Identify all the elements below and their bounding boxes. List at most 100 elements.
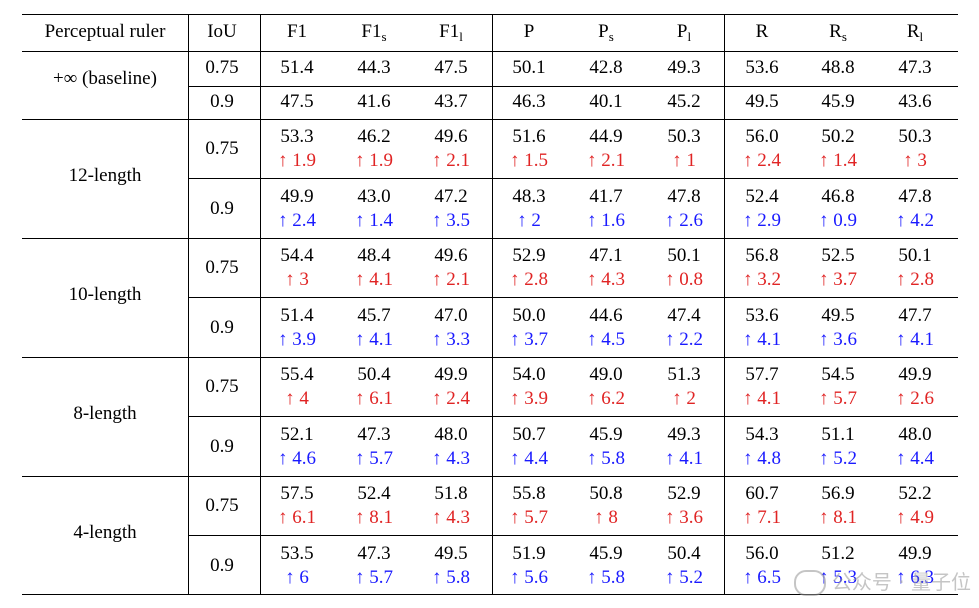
metric-value: 49.9 <box>898 543 932 564</box>
row-divider <box>188 297 958 298</box>
delta-value: ↑ 2.4 <box>278 210 316 231</box>
header-label: P <box>523 21 535 42</box>
column-header: F1l <box>416 21 486 48</box>
metric-value: 60.7 <box>745 483 779 504</box>
iou-value: 0.9 <box>210 198 234 219</box>
delta-value: ↑ 2.2 <box>665 329 703 350</box>
metric-value: 46.3 <box>512 91 546 112</box>
column-header: F1 <box>262 21 332 43</box>
group-rule <box>22 357 958 358</box>
metric-value: 49.0 <box>589 364 623 385</box>
metric-value: 49.5 <box>821 305 855 326</box>
header-label: R <box>906 21 920 42</box>
metric-value: 50.4 <box>357 364 391 385</box>
delta-value: ↑ 3.7 <box>510 329 548 350</box>
metric-value: 50.3 <box>898 126 932 147</box>
metric-value: 53.6 <box>745 305 779 326</box>
delta-value: ↑ 2.9 <box>743 210 781 231</box>
delta-value: ↑ 4.4 <box>896 448 934 469</box>
metric-value: 49.3 <box>667 57 701 78</box>
delta-value: ↑ 2.1 <box>432 150 470 171</box>
delta-value: ↑ 4.1 <box>355 329 393 350</box>
delta-value: ↑ 4.2 <box>896 210 934 231</box>
metric-value: 56.9 <box>821 483 855 504</box>
metric-value: 47.3 <box>357 543 391 564</box>
metric-value: 49.3 <box>667 424 701 445</box>
metric-value: 47.8 <box>667 186 701 207</box>
column-divider <box>260 14 261 594</box>
metric-value: 57.7 <box>745 364 779 385</box>
delta-value: ↑ 0.8 <box>665 269 703 290</box>
delta-value: ↑ 5.7 <box>355 567 393 588</box>
iou-value: 0.9 <box>210 436 234 457</box>
delta-value: ↑ 4.1 <box>743 388 781 409</box>
metric-value: 47.0 <box>434 305 468 326</box>
delta-value: ↑ 1.9 <box>278 150 316 171</box>
metric-value: 49.6 <box>434 126 468 147</box>
delta-value: ↑ 4.6 <box>278 448 316 469</box>
metric-value: 49.9 <box>280 186 314 207</box>
group-label: 12-length <box>68 165 142 186</box>
column-divider <box>188 14 189 594</box>
metric-value: 49.9 <box>434 364 468 385</box>
delta-value: ↑ 1 <box>672 150 696 171</box>
column-divider <box>492 14 493 594</box>
header-label: R <box>829 21 842 42</box>
metric-value: 47.8 <box>898 186 932 207</box>
header-label: P <box>676 21 688 42</box>
delta-value: ↑ 1.9 <box>355 150 393 171</box>
delta-value: ↑ 8.1 <box>355 507 393 528</box>
metric-value: 51.3 <box>667 364 701 385</box>
metric-value: 51.2 <box>821 543 855 564</box>
group-rule <box>22 476 958 477</box>
delta-value: ↑ 6.1 <box>278 507 316 528</box>
delta-value: ↑ 4.1 <box>665 448 703 469</box>
metric-value: 49.6 <box>434 245 468 266</box>
column-divider <box>724 14 725 594</box>
row-divider <box>188 416 958 417</box>
delta-value: ↑ 4.3 <box>587 269 625 290</box>
delta-value: ↑ 1.4 <box>819 150 857 171</box>
metric-value: 40.1 <box>589 91 623 112</box>
metric-value: 43.0 <box>357 186 391 207</box>
metric-value: 43.7 <box>434 91 468 112</box>
delta-value: ↑ 0.9 <box>819 210 857 231</box>
delta-value: ↑ 6.5 <box>743 567 781 588</box>
metric-value: 48.4 <box>357 245 391 266</box>
metric-value: 51.4 <box>280 57 314 78</box>
row-divider <box>188 535 958 536</box>
row-divider <box>188 86 958 87</box>
delta-value: ↑ 4.1 <box>743 329 781 350</box>
delta-value: ↑ 3.5 <box>432 210 470 231</box>
metric-value: 48.8 <box>821 57 855 78</box>
metric-value: 42.8 <box>589 57 623 78</box>
top-rule <box>22 14 958 15</box>
metric-value: 52.4 <box>357 483 391 504</box>
header-label: P <box>598 21 609 42</box>
header-label: IoU <box>207 21 237 42</box>
header-label: Perceptual ruler <box>44 21 166 42</box>
metric-value: 50.1 <box>667 245 701 266</box>
delta-value: ↑ 8.1 <box>819 507 857 528</box>
metric-value: 54.0 <box>512 364 546 385</box>
metric-value: 45.9 <box>821 91 855 112</box>
header-subscript: l <box>459 29 463 44</box>
column-header: Rs <box>803 21 873 48</box>
metric-value: 52.5 <box>821 245 855 266</box>
metric-value: 43.6 <box>898 91 932 112</box>
metric-value: 56.8 <box>745 245 779 266</box>
group-rule <box>22 119 958 120</box>
delta-value: ↑ 5.8 <box>587 448 625 469</box>
metric-value: 55.4 <box>280 364 314 385</box>
group-label: 4-length <box>73 522 137 543</box>
delta-value: ↑ 3.9 <box>510 388 548 409</box>
metric-value: 47.4 <box>667 305 701 326</box>
delta-value: ↑ 6.1 <box>355 388 393 409</box>
metric-value: 56.0 <box>745 126 779 147</box>
iou-value: 0.75 <box>205 257 239 278</box>
header-subscript: l <box>919 29 924 44</box>
delta-value: ↑ 3.3 <box>432 329 470 350</box>
metric-value: 48.0 <box>898 424 932 445</box>
watermark: 公众号 · 量子位 <box>793 566 971 596</box>
